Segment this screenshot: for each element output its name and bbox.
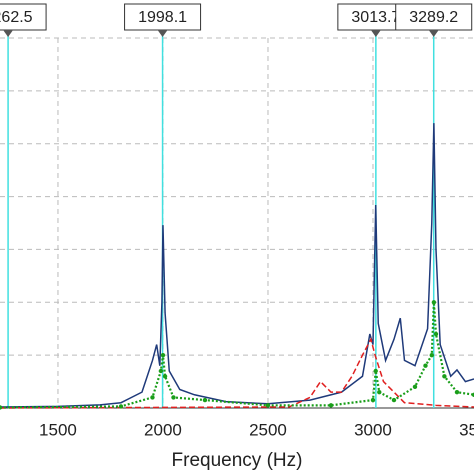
marker bbox=[454, 389, 460, 395]
marker bbox=[328, 403, 334, 408]
datatip-label: 1262.5 bbox=[0, 9, 33, 26]
marker bbox=[162, 374, 168, 379]
marker bbox=[160, 352, 166, 358]
datatip-arrow bbox=[428, 30, 439, 37]
marker bbox=[433, 331, 439, 337]
datatip-label: 3289.2 bbox=[409, 9, 458, 26]
marker bbox=[265, 403, 271, 408]
datatip-box bbox=[395, 3, 473, 31]
marker bbox=[431, 300, 437, 305]
datatip-box bbox=[124, 3, 202, 31]
marker bbox=[377, 389, 382, 395]
datatip-label: 1998.1 bbox=[138, 9, 187, 26]
x-tick-label: 3000 bbox=[354, 420, 392, 439]
marker bbox=[373, 368, 378, 374]
marker bbox=[158, 368, 164, 374]
datatip-arrow bbox=[370, 30, 381, 37]
series-line bbox=[0, 123, 474, 408]
marker bbox=[412, 384, 418, 390]
marker bbox=[391, 397, 397, 403]
marker bbox=[150, 395, 155, 400]
marker bbox=[0, 405, 3, 410]
marker bbox=[423, 363, 428, 368]
marker bbox=[429, 352, 434, 358]
datatip-arrow bbox=[157, 30, 168, 37]
marker bbox=[118, 404, 124, 409]
series-line bbox=[0, 302, 474, 409]
marker bbox=[442, 374, 447, 379]
marker bbox=[171, 395, 176, 400]
x-tick-label: 1500 bbox=[39, 420, 77, 439]
marker bbox=[471, 392, 474, 397]
x-tick-label: 3500 bbox=[459, 420, 474, 439]
x-tick-label: 2500 bbox=[249, 420, 287, 439]
datatip-arrow bbox=[3, 30, 14, 37]
datatip-box bbox=[0, 3, 47, 31]
x-axis-label: Frequency (Hz) bbox=[172, 450, 303, 471]
x-tick-label: 2000 bbox=[144, 420, 182, 439]
series-line bbox=[0, 337, 474, 409]
marker bbox=[370, 397, 376, 403]
marker bbox=[202, 397, 208, 403]
datatip-label: 3013.7 bbox=[351, 9, 400, 26]
